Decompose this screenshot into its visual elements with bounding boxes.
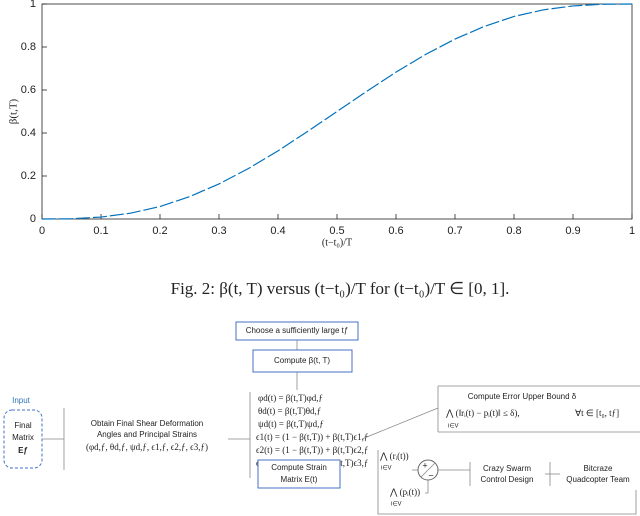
diagram: Choose a sufficiently large tƒ Compute β… bbox=[3, 321, 640, 515]
set-label: i∈V bbox=[381, 465, 392, 472]
set-label: i∈V bbox=[391, 501, 402, 508]
set-label: i∈V bbox=[448, 423, 459, 430]
node-label: Angles and Principal Strains bbox=[97, 430, 197, 439]
y-tick-label: 0 bbox=[30, 213, 36, 225]
node-label: Bitcraze bbox=[584, 464, 613, 473]
caption: Fig. 2: β(t, T) versus (t−t₀)/T for (t−t… bbox=[171, 279, 510, 298]
junction-sign: − bbox=[428, 470, 433, 480]
junction-slash bbox=[420, 462, 436, 478]
x-tick-label: 0.5 bbox=[329, 225, 344, 237]
y-axis-label: β(t,T) bbox=[8, 98, 20, 124]
input-title: Input bbox=[12, 396, 31, 405]
y-tick-label: 0.6 bbox=[21, 84, 36, 96]
node-label: Eƒ bbox=[18, 446, 28, 455]
box bbox=[252, 349, 353, 373]
node-label: Matrix bbox=[12, 433, 34, 442]
feedback-input: ⋀ (pᵢ(t)) bbox=[389, 487, 420, 497]
node-label: Crazy Swarm bbox=[483, 464, 531, 473]
node-label: Choose a sufficiently large tƒ bbox=[246, 326, 349, 335]
node-label: (φd,ƒ, θd,ƒ, ψd,ƒ, ϵ1,ƒ, ϵ2,ƒ, ϵ3,ƒ) bbox=[86, 442, 208, 452]
node-label: Matrix E(t) bbox=[281, 475, 318, 484]
node-label: Obtain Final Shear Deformation bbox=[91, 419, 204, 428]
equation: ψd(t) = β(t,T)ψd,ƒ bbox=[258, 419, 324, 429]
node-label: Quadcopter Team bbox=[566, 475, 630, 484]
node-label: Compute β(t, T) bbox=[274, 356, 330, 365]
equation: ϵ2(t) = (1 − β(t,T)) + β(t,T)ϵ2,ƒ bbox=[256, 445, 368, 455]
node-label: Compute Error Upper Bound δ bbox=[468, 392, 577, 401]
x-tick-label: 0.8 bbox=[506, 225, 521, 237]
x-tick-label: 0.2 bbox=[152, 225, 167, 237]
x-tick-label: 0.3 bbox=[211, 225, 226, 237]
line bbox=[41, 3, 633, 220]
x-tick-label: 0.7 bbox=[447, 225, 462, 237]
formula: ⋀ (‖rᵢ(t) − pᵢ(t)‖ ≤ δ), bbox=[445, 408, 520, 418]
connector bbox=[361, 407, 439, 440]
feedback-loop bbox=[377, 450, 637, 515]
x-tick-label: 0.9 bbox=[565, 225, 580, 237]
y-tick-label: 0.8 bbox=[21, 41, 36, 53]
feedback bbox=[425, 480, 429, 494]
y-tick-label: 0.2 bbox=[21, 170, 36, 182]
x-tick-label: 0.4 bbox=[270, 225, 285, 237]
node-label: Final bbox=[14, 421, 32, 430]
node-label: Control Design bbox=[481, 475, 534, 484]
y-tick-label: 1 bbox=[30, 0, 36, 10]
equation: θd(t) = β(t,T)θd,ƒ bbox=[258, 406, 321, 416]
x-tick-label: 0.6 bbox=[388, 225, 403, 237]
x-tick-label: 0.1 bbox=[93, 225, 108, 237]
x-tick-label: 1 bbox=[629, 225, 635, 237]
x-tick-label: 0 bbox=[39, 225, 45, 237]
box bbox=[257, 459, 341, 489]
x-axis-label: (t−t₀)/T bbox=[322, 237, 352, 248]
equation: φd(t) = β(t,T)φd,ƒ bbox=[258, 393, 323, 403]
node-label: Compute Strain bbox=[271, 463, 327, 472]
formula: ∀t ∈ [t₀, tƒ] bbox=[575, 408, 619, 418]
reference-input: ⋀ (rᵢ(t)) bbox=[379, 451, 409, 461]
y-tick-label: 0.4 bbox=[21, 127, 36, 139]
plot-area bbox=[41, 3, 633, 220]
equation: ϵ1(t) = (1 − β(t,T)) + β(t,T)ϵ1,ƒ bbox=[256, 432, 368, 442]
junction-sign: + bbox=[422, 460, 427, 470]
